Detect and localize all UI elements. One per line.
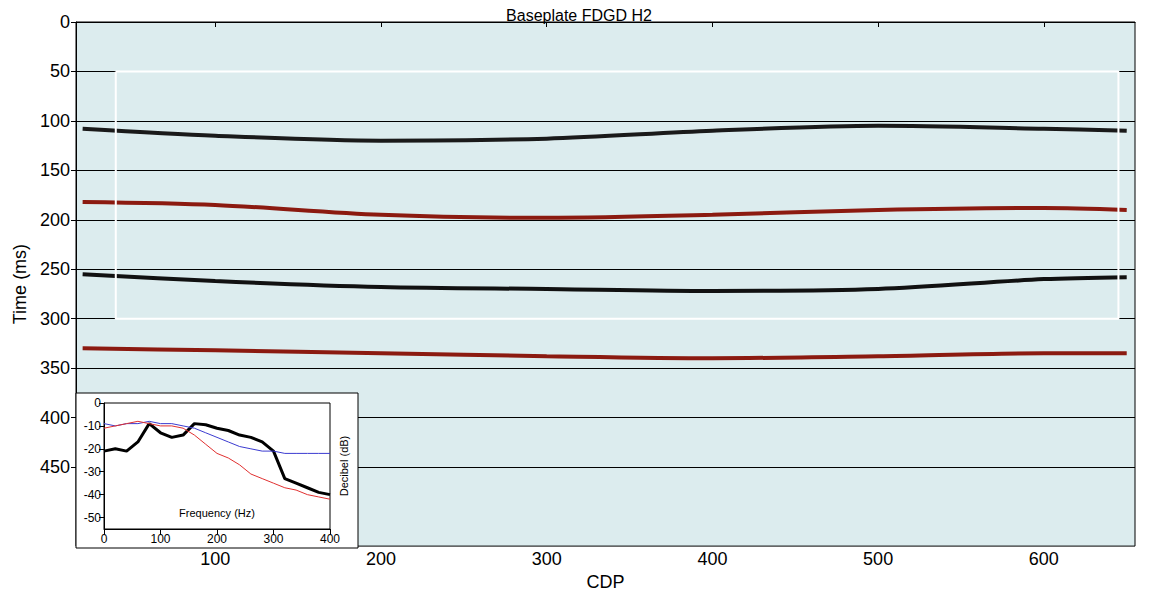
svg-text:200: 200 xyxy=(40,210,70,230)
svg-text:100: 100 xyxy=(40,111,70,131)
svg-text:0: 0 xyxy=(101,532,108,546)
svg-text:400: 400 xyxy=(697,549,727,569)
svg-text:Time (ms): Time (ms) xyxy=(10,244,30,324)
svg-text:300: 300 xyxy=(40,309,70,329)
svg-text:-50: -50 xyxy=(84,511,102,525)
svg-text:-40: -40 xyxy=(84,488,102,502)
svg-text:300: 300 xyxy=(263,532,283,546)
svg-text:-30: -30 xyxy=(84,465,102,479)
svg-text:200: 200 xyxy=(207,532,227,546)
svg-text:250: 250 xyxy=(40,259,70,279)
svg-text:100: 100 xyxy=(150,532,170,546)
svg-text:CDP: CDP xyxy=(586,572,624,592)
svg-text:0: 0 xyxy=(94,396,101,410)
svg-text:400: 400 xyxy=(320,532,340,546)
svg-text:-20: -20 xyxy=(84,442,102,456)
svg-text:450: 450 xyxy=(40,457,70,477)
svg-text:200: 200 xyxy=(366,549,396,569)
svg-text:0: 0 xyxy=(60,12,70,32)
svg-text:50: 50 xyxy=(50,61,70,81)
svg-text:Frequency (Hz): Frequency (Hz) xyxy=(179,507,255,519)
svg-text:500: 500 xyxy=(863,549,893,569)
svg-text:300: 300 xyxy=(532,549,562,569)
svg-text:350: 350 xyxy=(40,358,70,378)
svg-text:Baseplate FDGD H2: Baseplate FDGD H2 xyxy=(506,7,652,24)
svg-text:600: 600 xyxy=(1029,549,1059,569)
svg-text:Decibel (dB): Decibel (dB) xyxy=(338,436,350,497)
svg-text:400: 400 xyxy=(40,408,70,428)
svg-text:150: 150 xyxy=(40,160,70,180)
svg-text:-10: -10 xyxy=(84,419,102,433)
svg-text:100: 100 xyxy=(200,549,230,569)
